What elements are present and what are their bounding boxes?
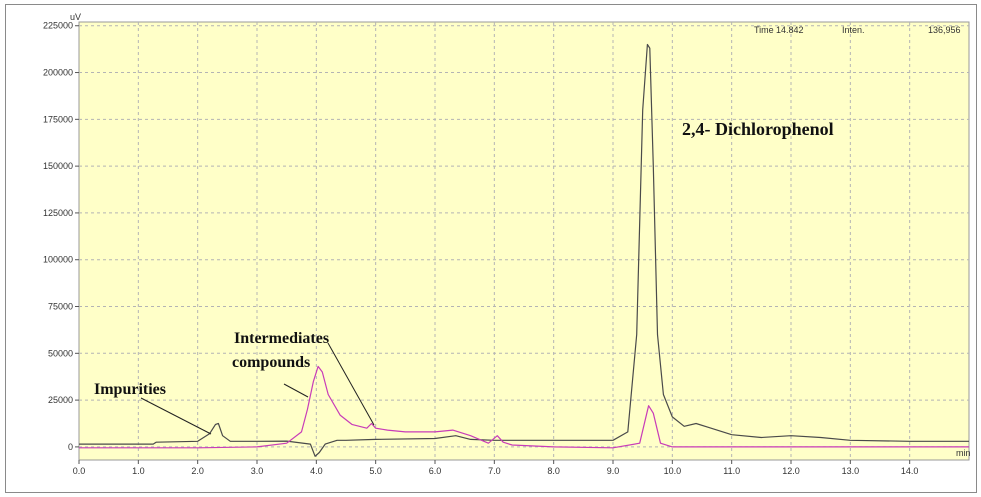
readout-time-label: Time bbox=[754, 25, 774, 35]
grid-lines bbox=[79, 22, 969, 460]
x-tick-label: 2.0 bbox=[191, 466, 204, 476]
series-layer bbox=[79, 43, 969, 457]
x-tick-label: 3.0 bbox=[251, 466, 264, 476]
readout-inten-label: Inten. bbox=[842, 25, 865, 35]
x-tick-label: 5.0 bbox=[369, 466, 382, 476]
y-tick-label: 225000 bbox=[43, 21, 73, 31]
annotation-impurities: Impurities bbox=[94, 381, 166, 398]
chromatogram-frame: 0.0 1.0 2.0 3.0 4.0 5.0 6.0 7.0 8.0 9.0 10.0 11.0 12… bbox=[5, 4, 977, 493]
readout-time-value: 14.842 bbox=[776, 25, 804, 35]
annotation-leader-intermediates bbox=[327, 342, 375, 426]
x-tick-label: 14.0 bbox=[901, 466, 919, 476]
annotation-leader-impurities bbox=[140, 397, 212, 435]
y-tick-label: 50000 bbox=[48, 348, 73, 358]
x-tick-label: 7.0 bbox=[488, 466, 501, 476]
y-tick-label: 150000 bbox=[43, 161, 73, 171]
chromatogram-chart: 0.0 1.0 2.0 3.0 4.0 5.0 6.0 7.0 8.0 9.0 10.0 11.0 12… bbox=[43, 12, 971, 476]
y-tick-label: 75000 bbox=[48, 302, 73, 312]
y-tick-label: 200000 bbox=[43, 68, 73, 78]
x-tick-label: 1.0 bbox=[132, 466, 145, 476]
x-tick-label: 0.0 bbox=[73, 466, 86, 476]
y-tick-label: 100000 bbox=[43, 255, 73, 265]
y-tick-label: 0 bbox=[68, 442, 73, 452]
x-tick-label: 4.0 bbox=[310, 466, 323, 476]
series-line-2 bbox=[79, 365, 969, 449]
series-line-1 bbox=[79, 43, 969, 457]
annotation-compounds: compounds bbox=[232, 354, 310, 371]
annotation-leader-compounds bbox=[283, 383, 309, 398]
x-tick-label: 13.0 bbox=[842, 466, 860, 476]
x-tick-label: 12.0 bbox=[782, 466, 800, 476]
x-tick-label: 8.0 bbox=[547, 466, 560, 476]
annotation-dichlorophenol: 2,4- Dichlorophenol bbox=[682, 119, 834, 139]
y-tick-label: 175000 bbox=[43, 114, 73, 124]
axes: 0.0 1.0 2.0 3.0 4.0 5.0 6.0 7.0 8.0 9.0 10.0 11.0 12… bbox=[43, 21, 918, 476]
x-tick-label: 11.0 bbox=[723, 466, 740, 476]
annotation-intermediates: Intermediates bbox=[234, 330, 329, 347]
y-tick-label: 25000 bbox=[48, 395, 73, 405]
readout-inten-value: 136,956 bbox=[928, 25, 961, 35]
y-axis-unit-label: uV bbox=[70, 12, 81, 22]
plot-area bbox=[78, 21, 970, 461]
x-tick-label: 10.0 bbox=[664, 466, 682, 476]
x-tick-label: 6.0 bbox=[429, 466, 442, 476]
y-tick-label: 125000 bbox=[43, 208, 73, 218]
x-tick-label: 9.0 bbox=[607, 466, 620, 476]
x-axis-unit-label: min bbox=[956, 448, 971, 458]
